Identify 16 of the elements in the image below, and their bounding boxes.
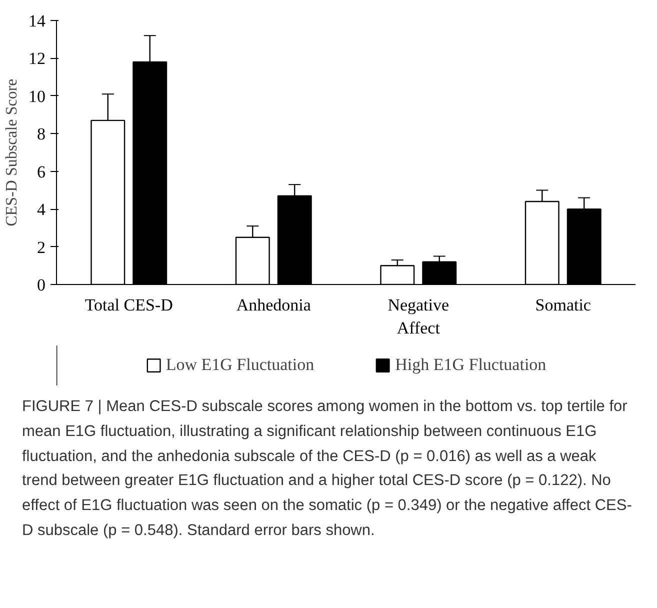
- y-tick-label: 2: [37, 238, 46, 257]
- y-tick-label: 12: [28, 49, 46, 68]
- y-axis-title: CES-D Subscale Score: [4, 78, 20, 226]
- legend-label: Low E1G Fluctuation: [166, 355, 314, 375]
- legend-label: High E1G Fluctuation: [395, 355, 546, 375]
- x-tick-label: Anhedonia: [236, 296, 312, 314]
- caption: FIGURE 7 | Mean CES-D subscale scores among women in the bottom vs. top tertile for mean E1G fluctuation, illustrating a significant relationship between continuous E1G fluctuation, and the anhedonia subscale of the CES-D (p = 0.016) as well as a weak trend between greater E1G fluctuation and a higher total CES-D score (p = 0.122). No effect of E1G fluctuation was seen on the somatic (p = 0.349) or the negative affect CES-D subscale (p = 0.548). Standard error bars shown.: [22, 397, 632, 541]
- y-tick-label: 8: [37, 124, 46, 144]
- y-tick-label: 14: [28, 12, 46, 30]
- y-tick-label: 10: [28, 86, 46, 106]
- x-tick-label: Somatic: [535, 296, 592, 314]
- y-tick-label: 4: [37, 200, 46, 220]
- y-tick-label: 0: [37, 276, 46, 294]
- y-tick-label: 6: [37, 162, 46, 182]
- x-tick-label: Negative Affect: [388, 296, 450, 338]
- x-tick-label: Total CES-D: [84, 296, 173, 314]
